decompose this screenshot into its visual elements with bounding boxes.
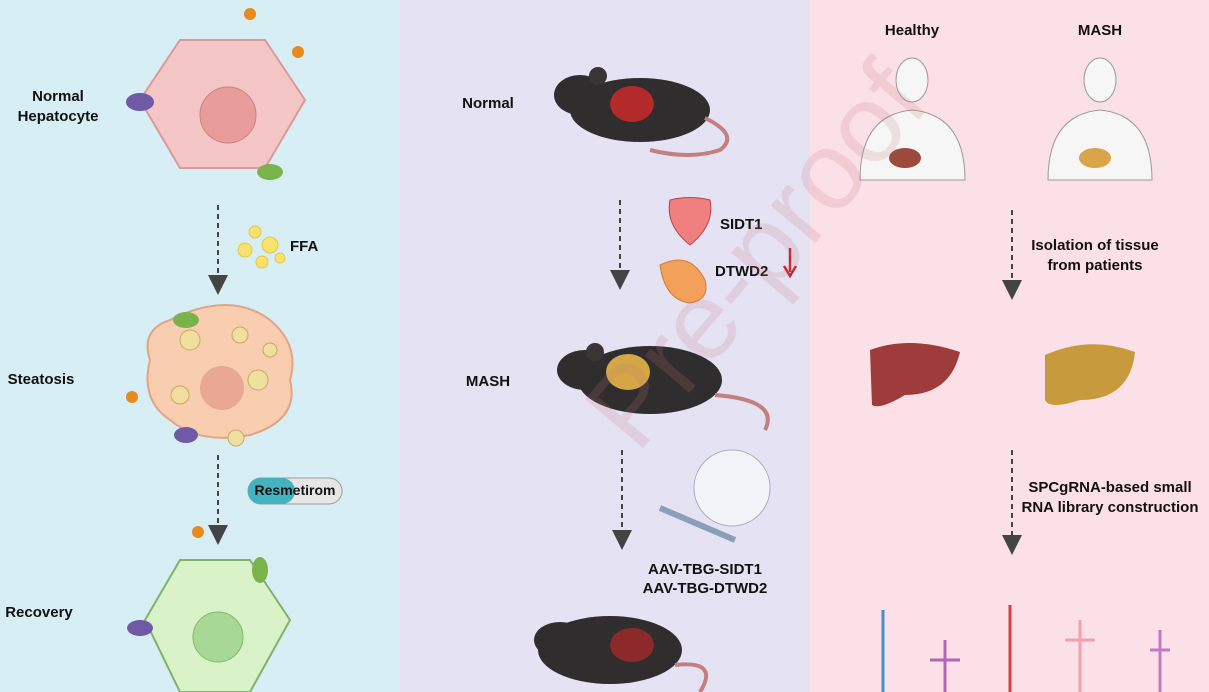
gene-label: DTWD2 [715, 263, 769, 280]
liver-small [1079, 148, 1111, 168]
vector-label: AAV-TBG-DTWD2 [642, 580, 768, 597]
liver-small [889, 148, 921, 168]
liver-mash [1045, 344, 1135, 405]
organ-sidt1 [668, 197, 712, 246]
stage-label: Steatosis [7, 371, 75, 388]
stage-label: Normal Hepatocyte [17, 88, 99, 125]
syringe [658, 505, 737, 543]
recovered-cell [127, 526, 292, 692]
normal-cell [126, 8, 307, 180]
step-label: Isolation of tissue from patients [1031, 237, 1159, 274]
treatment-label: FFA [290, 238, 319, 255]
liver-healthy [870, 342, 960, 407]
stage-label: Normal [462, 95, 514, 112]
virus-bubble [693, 449, 771, 527]
mouse-treated [534, 616, 709, 692]
right-panel-bg [810, 0, 1209, 692]
group-label: MASH [1077, 22, 1123, 39]
ffa-droplets [237, 225, 286, 269]
group-label: Healthy [884, 22, 940, 39]
down-arrow-head [782, 265, 798, 279]
rna-structures [881, 605, 1170, 692]
gene-label: SIDT1 [720, 216, 763, 233]
treatment-label: Resmetirom [254, 482, 336, 498]
stage-label: Recovery [5, 604, 73, 621]
human-figures [859, 57, 1153, 181]
mouse-mash [557, 343, 770, 431]
mouse-normal [554, 67, 730, 157]
steatotic-cell [126, 304, 294, 447]
stage-label: MASH [465, 373, 511, 390]
step-label: SPCgRNA-based small RNA library construc… [1021, 479, 1199, 516]
organ-dtwd2 [659, 259, 707, 304]
vector-label: AAV-TBG-SIDT1 [648, 561, 762, 578]
pill-half [248, 478, 295, 504]
